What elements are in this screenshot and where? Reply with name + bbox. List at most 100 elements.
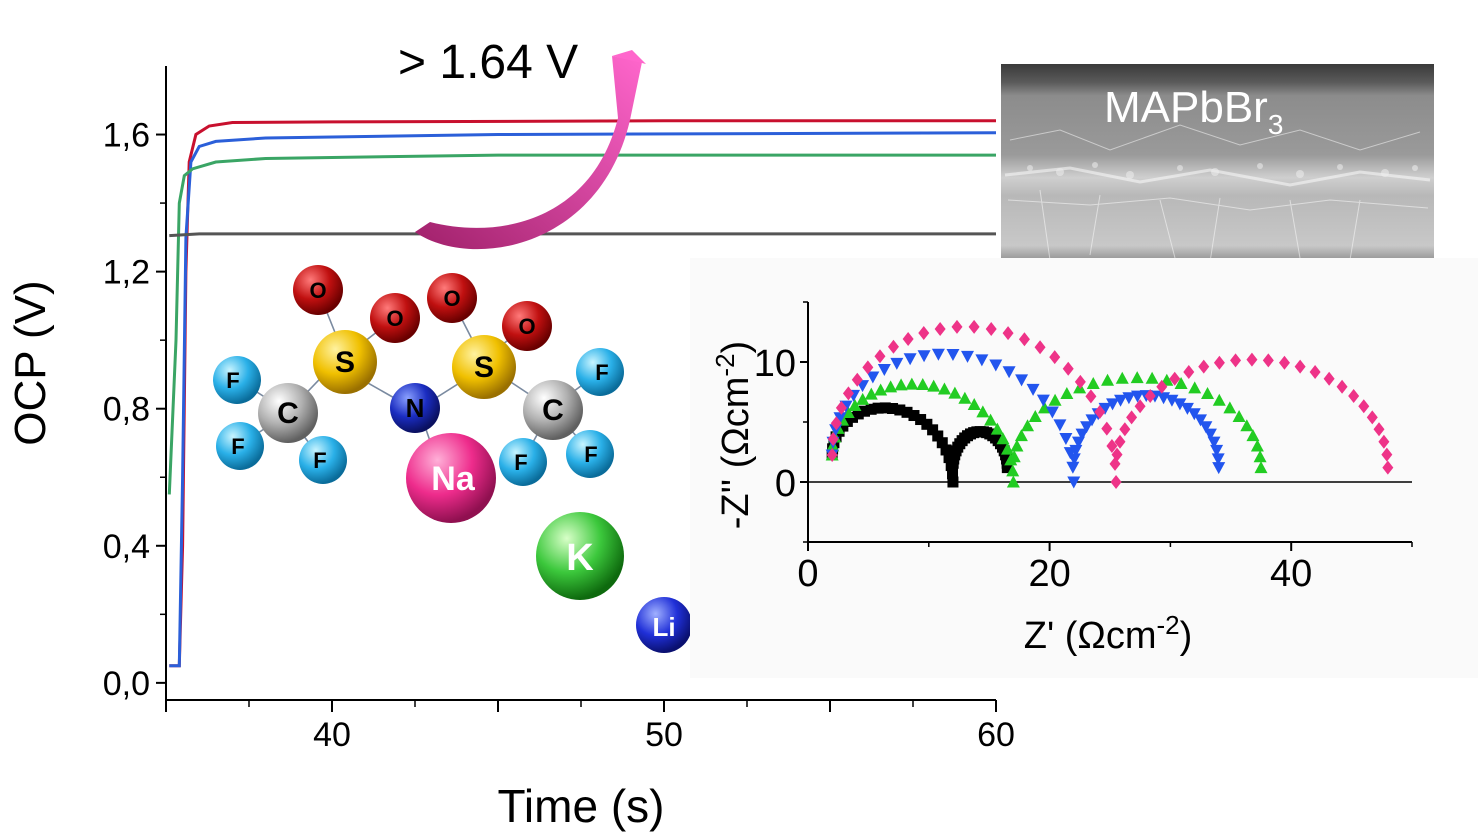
y-ticks: 0,0 0,4 0,8 1,2 1,6 xyxy=(103,117,166,703)
nyquist-point xyxy=(915,414,927,426)
curved-arrow-icon xyxy=(415,56,642,250)
nyquist-point xyxy=(1018,332,1030,347)
nyquist-point xyxy=(1131,390,1145,403)
nyquist-point xyxy=(879,402,891,414)
nyquist-point xyxy=(1253,450,1267,463)
nyquist-point xyxy=(1180,402,1194,415)
nyquist-point xyxy=(947,468,959,480)
nyquist-point xyxy=(1026,383,1040,396)
nyquist-point xyxy=(1085,414,1099,427)
oxygen-atom: O xyxy=(427,273,477,323)
nyquist-point xyxy=(1378,434,1390,449)
svg-text:S: S xyxy=(474,351,494,384)
nyquist-point xyxy=(1006,475,1020,488)
nyquist-point xyxy=(1187,408,1201,421)
nyquist-point xyxy=(1037,401,1051,414)
svg-text:C: C xyxy=(542,394,564,427)
nyquist-point xyxy=(829,424,843,437)
nyquist-point xyxy=(1366,410,1378,425)
nyquist-point xyxy=(1000,442,1014,455)
nyquist-point xyxy=(1049,350,1061,365)
nyquist-point xyxy=(902,331,914,346)
nyquist-point xyxy=(884,380,898,393)
nyquist-point xyxy=(947,476,959,488)
nyquist-point xyxy=(872,402,884,414)
inset-x-ticks: 0 20 40 xyxy=(797,542,1413,595)
svg-text:O: O xyxy=(386,306,403,331)
carbon-atom: C xyxy=(258,383,318,443)
nyquist-point xyxy=(1212,393,1226,406)
nyquist-point xyxy=(848,399,862,412)
inset-y-axis-label: -Z'' (Ωcm-2) xyxy=(710,341,757,529)
nyquist-point xyxy=(1213,355,1225,370)
nyquist-point xyxy=(989,359,1003,372)
ocp-series xyxy=(167,119,996,668)
nyquist-point xyxy=(936,437,948,449)
nyquist-point xyxy=(1358,399,1370,414)
nyquist-point xyxy=(1230,353,1242,368)
svg-text:F: F xyxy=(595,360,608,385)
nyquist-point xyxy=(1381,447,1393,462)
nyquist-point xyxy=(948,386,962,399)
nyquist-point xyxy=(1211,453,1225,466)
sulfur-atom: S xyxy=(452,335,516,399)
voltage-label: > 1.64 V xyxy=(398,36,578,89)
inset-y-ticks: 0 10 xyxy=(754,301,808,543)
nyquist-point xyxy=(984,413,998,426)
nyquist-point xyxy=(1010,439,1024,452)
nyquist-point xyxy=(1254,461,1268,474)
nyquist-point xyxy=(1169,371,1181,386)
nyquist-point xyxy=(874,383,888,396)
nyquist-point xyxy=(856,392,870,405)
nyquist-point xyxy=(1145,371,1159,384)
nyquist-point xyxy=(1373,422,1385,437)
inset-y-tick-label: 0 xyxy=(775,463,796,505)
lithium-ion: Li xyxy=(636,597,692,653)
nyquist-point xyxy=(918,325,930,340)
fluorine-atom: F xyxy=(499,438,547,486)
nyquist-point xyxy=(1240,419,1254,432)
x-ticks: 40 50 60 xyxy=(165,700,1015,754)
nyquist-point xyxy=(1119,422,1131,437)
nyquist-inset: 0 10 0 20 40 -Z'' (Ωcm-2) Z' (Ωcm-2) xyxy=(690,258,1478,678)
nyquist-point xyxy=(1021,419,1035,432)
nyquist-point xyxy=(1126,410,1138,425)
nyquist-point xyxy=(905,377,919,390)
y-axis-label: OCP (V) xyxy=(6,280,55,445)
nyquist-point xyxy=(1106,398,1120,411)
nyquist-point xyxy=(916,378,930,390)
nyquist-point xyxy=(858,405,870,417)
oxygen-atom: O xyxy=(370,293,420,343)
nyquist-point xyxy=(1045,406,1059,419)
nyquist-point xyxy=(1246,429,1260,442)
nyquist-point xyxy=(931,348,945,361)
svg-text:Na: Na xyxy=(431,460,476,498)
nyquist-point xyxy=(1067,476,1081,489)
nyquist-point xyxy=(1066,461,1080,474)
nyquist-point xyxy=(1069,444,1083,457)
x-tick-label: 60 xyxy=(977,716,1015,754)
nyquist-point xyxy=(946,349,960,361)
nyquist-point xyxy=(1075,428,1089,441)
nyquist-point xyxy=(1212,462,1226,475)
nyquist-point xyxy=(1382,460,1394,475)
fluorine-atom: F xyxy=(566,430,614,478)
y-tick-label: 1,2 xyxy=(103,254,150,292)
svg-text:F: F xyxy=(313,448,326,473)
nyquist-point xyxy=(1207,436,1221,449)
nyquist-point xyxy=(1106,439,1118,454)
y-tick-label: 0,4 xyxy=(103,528,150,566)
svg-text:S: S xyxy=(335,346,355,379)
oxygen-atom: O xyxy=(502,301,552,351)
nyquist-point xyxy=(1144,388,1156,403)
nyquist-point xyxy=(827,431,839,446)
nyquist-point xyxy=(1223,401,1237,414)
nyquist-point xyxy=(1014,429,1028,442)
nyquist-point xyxy=(1309,364,1321,379)
nyquist-series xyxy=(825,319,1394,489)
svg-text:F: F xyxy=(584,442,597,467)
svg-text:Li: Li xyxy=(652,612,675,642)
nyquist-point xyxy=(1122,392,1136,405)
nyquist-point xyxy=(1203,428,1217,441)
